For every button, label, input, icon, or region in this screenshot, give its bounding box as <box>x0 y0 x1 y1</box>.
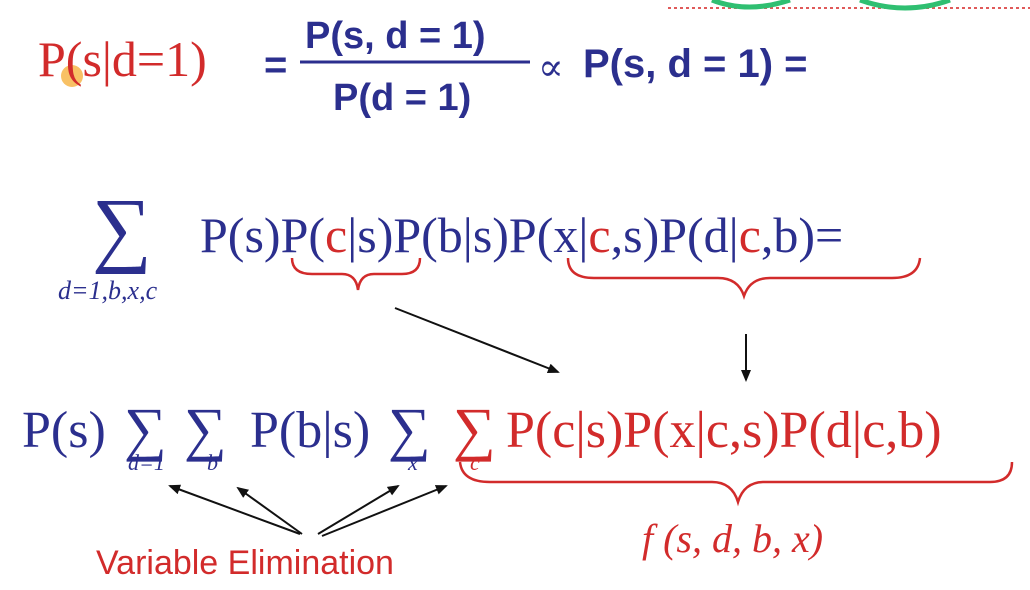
variable-elimination-label: Variable Elimination <box>96 544 394 582</box>
sum-d-symbol: ∑ <box>124 396 167 462</box>
bayes-equation-line: P(s|d=1) = P(s, d = 1) P(d = 1) ∝ P(s, d… <box>38 15 808 119</box>
term-c-2: c <box>588 207 610 263</box>
elimination-arrows <box>168 484 448 537</box>
brace-red-product <box>458 461 1014 507</box>
sum-d-subscript: d=1 <box>128 450 165 475</box>
term-c-1: c <box>325 207 347 263</box>
arrow-to-sum-d <box>168 484 301 535</box>
prior-ps: P(s) <box>22 402 106 459</box>
sum-x-symbol: ∑ <box>388 396 431 462</box>
red-product: P(c|s)P(x|c,s)P(d|c,b) <box>506 402 942 459</box>
eliminated-summation-line: P(s) ∑ d=1 ∑ b P(b|s) ∑ x ∑ c P(c|s)P(x|… <box>22 396 1014 507</box>
sum-b-symbol: ∑ <box>184 396 227 462</box>
posterior-term: P(s|d=1) <box>38 31 207 87</box>
cursor-highlight <box>61 65 83 87</box>
term-c-3: c <box>739 207 761 263</box>
sum-c-symbol: ∑ <box>453 396 496 462</box>
summation-subscript: d=1,b,x,c <box>58 276 158 305</box>
sum-c-subscript: c <box>470 450 480 475</box>
joint-probability: P(s, d = 1) = <box>583 42 808 86</box>
term-s-pbs-px: |s)P(b|s)P(x| <box>347 207 588 263</box>
term-pbs: P(b|s) <box>250 402 370 459</box>
sum-b-subscript: b <box>207 450 218 475</box>
arrow-pcs-to-product <box>394 307 560 373</box>
equals-sign: = <box>264 43 287 87</box>
factored-joint: P(s)P(c|s)P(b|s)P(x|c,s)P(d|c,b)= <box>200 207 843 263</box>
proportional-symbol: ∝ <box>538 47 564 89</box>
term-b-equals: ,b)= <box>761 207 843 263</box>
arrow-to-sum-x <box>317 484 400 535</box>
arrow-to-sum-b <box>236 486 303 535</box>
top-right-decoration <box>668 0 1030 11</box>
fraction-numerator: P(s, d = 1) <box>305 15 486 57</box>
term-ps-pc-open: P(s)P( <box>200 207 325 263</box>
sum-x-subscript: x <box>407 450 418 475</box>
fraction-denominator: P(d = 1) <box>333 77 471 119</box>
brace-pcs <box>290 257 422 291</box>
full-summation-line: ∑ d=1,b,x,c P(s)P(c|s)P(b|s)P(x|c,s)P(d|… <box>58 182 922 305</box>
function-label: f (s, d, b, x) <box>642 516 823 561</box>
term-s-pd: ,s)P(d| <box>611 207 739 263</box>
arrow-to-sum-c <box>321 485 448 537</box>
summation-symbol: ∑ <box>92 182 152 275</box>
brace-pxcs-pdcb <box>566 257 922 300</box>
